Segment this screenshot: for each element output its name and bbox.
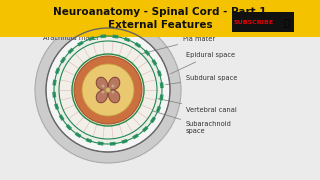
Circle shape (35, 17, 181, 163)
Circle shape (46, 28, 170, 152)
Circle shape (107, 89, 109, 91)
Bar (232, 12, 294, 32)
Circle shape (54, 36, 162, 144)
Circle shape (101, 91, 105, 93)
Polygon shape (96, 77, 120, 103)
Text: Arachnoid mater: Arachnoid mater (43, 35, 99, 41)
Text: SUBSCRIBE: SUBSCRIBE (234, 19, 274, 24)
Text: Subarachnoid
space: Subarachnoid space (146, 109, 232, 134)
Circle shape (74, 56, 142, 124)
Text: Subdural space: Subdural space (166, 75, 237, 85)
Text: 🔔: 🔔 (283, 17, 289, 27)
Bar (0, 0, 320, 37)
Circle shape (101, 84, 105, 87)
Text: External Features: External Features (108, 20, 212, 30)
Text: Vertebral canal: Vertebral canal (158, 99, 237, 113)
Circle shape (111, 91, 115, 93)
Text: Dura mater: Dura mater (46, 6, 91, 21)
Text: Pia mater: Pia mater (136, 36, 215, 55)
Circle shape (111, 84, 115, 87)
Text: Epidural space: Epidural space (171, 52, 235, 74)
Circle shape (106, 87, 110, 93)
Circle shape (82, 64, 134, 116)
Circle shape (59, 41, 157, 139)
Text: Neuroanatomy - Spinal Cord - Part 1: Neuroanatomy - Spinal Cord - Part 1 (53, 7, 267, 17)
